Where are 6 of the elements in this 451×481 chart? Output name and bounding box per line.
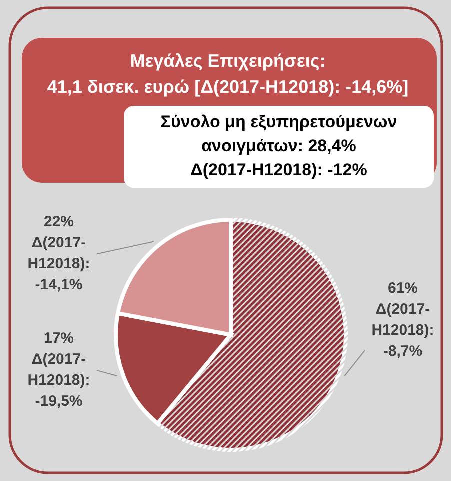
- chart-title: Μεγάλες Επιχειρήσεις:: [130, 50, 326, 71]
- text: Σύνολο μη εξυπηρετούμενων ανοιγμάτων: 28,4% Δ(2017-H12018): -12%: [160, 112, 398, 180]
- chart-subtitle: 41,1 δισεκ. ευρώ [Δ(2017-H12018): -14,6%]: [47, 76, 409, 97]
- data-label: 61% Δ(2017- H12018): -8,7%: [372, 280, 434, 360]
- data-label: 17% Δ(2017- H12018): -19,5%: [28, 330, 90, 410]
- data-label: 22% Δ(2017- H12018): -14,1%: [28, 214, 90, 294]
